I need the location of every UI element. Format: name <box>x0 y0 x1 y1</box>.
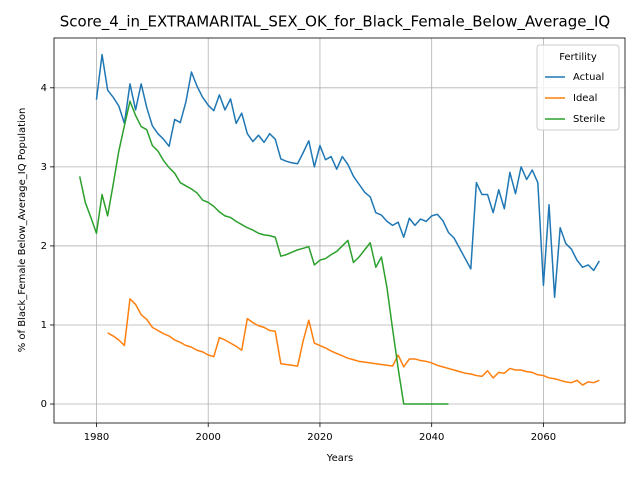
series-line <box>78 100 449 405</box>
legend-box <box>536 44 620 131</box>
plot-frame <box>53 37 626 424</box>
chart-title: Score_4_in_EXTRAMARITAL_SEX_OK_for_Black… <box>60 13 610 32</box>
legend-title: Fertility <box>559 52 597 63</box>
x-tick-label: 1980 <box>84 432 109 443</box>
y-tick-label: 4 <box>41 83 47 94</box>
legend-label: Sterile <box>573 114 605 125</box>
y-axis-label: % of Black_Female Below_Average_IQ Popul… <box>17 108 28 353</box>
y-tick-label: 0 <box>41 399 47 410</box>
legend-label: Ideal <box>573 93 597 104</box>
x-tick-label: 2040 <box>419 432 444 443</box>
legend-label: Actual <box>573 72 604 83</box>
x-axis-label: Years <box>326 453 353 464</box>
series-line <box>107 298 600 386</box>
y-tick-label: 3 <box>41 162 47 173</box>
y-tick-label: 2 <box>41 241 47 252</box>
legend: Fertility Actual Ideal Sterile <box>536 44 620 131</box>
x-tick-label: 2020 <box>307 432 332 443</box>
y-tick-label: 1 <box>41 320 47 331</box>
x-tick-label: 2060 <box>531 432 556 443</box>
x-tick-label: 2000 <box>195 432 220 443</box>
series-line <box>95 53 600 299</box>
